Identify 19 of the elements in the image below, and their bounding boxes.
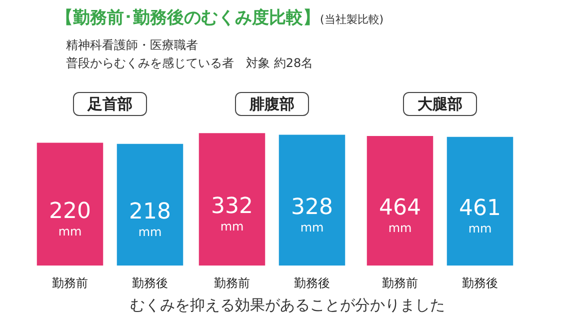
- x-tick-label: 勤務前: [382, 276, 418, 290]
- data-label: 218 mm: [129, 199, 171, 239]
- data-label: 461 mm: [459, 196, 501, 236]
- text: 普段からむくみを感じている者 対象 約28名: [66, 55, 314, 72]
- x-tick-label: 勤務前: [214, 276, 250, 290]
- x-tick-label: 勤務前: [52, 276, 88, 290]
- text: (当社製比較): [320, 13, 384, 26]
- x-tick-label: 勤務後: [132, 276, 168, 290]
- data-label: 328 mm: [291, 194, 333, 234]
- chart-title: 大腿部: [403, 92, 477, 116]
- text: 精神科看護師・医療職者: [66, 37, 199, 54]
- data-label: 332 mm: [211, 194, 253, 234]
- x-tick-label: 勤務後: [462, 276, 498, 290]
- x-tick-label: 勤務後: [294, 276, 330, 290]
- chart-title: 足首部: [73, 92, 147, 116]
- text: むくみを抑える効果があることが分かりました: [129, 296, 446, 315]
- chart-title: 腓腹部: [235, 92, 309, 116]
- data-label: 220 mm: [49, 198, 91, 238]
- data-label: 464 mm: [379, 196, 421, 235]
